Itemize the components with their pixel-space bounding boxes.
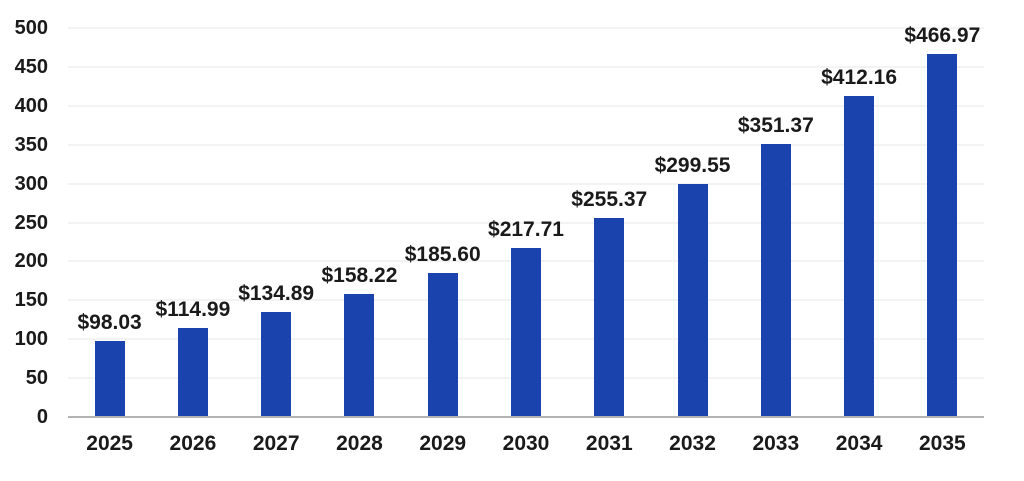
bar-slot: $217.71 <box>484 28 567 417</box>
bar-slot: $114.99 <box>151 28 234 417</box>
bar-value-label: $98.03 <box>77 310 142 334</box>
x-axis-tick-label: 2026 <box>169 432 217 455</box>
gridline <box>68 143 984 146</box>
bar-value-label: $134.89 <box>238 282 315 306</box>
y-axis-tick-label: 400 <box>14 94 48 117</box>
x-axis-tick-label: 2034 <box>835 432 883 455</box>
gridline <box>68 27 984 29</box>
bar-2035 <box>927 53 958 417</box>
gridline <box>68 182 984 185</box>
bar-slot: $158.22 <box>318 28 401 417</box>
plot-area: $98.03 $114.99 $134.89 $158.22 $185.60 $217.7… <box>68 23 984 417</box>
bar-value-label: $114.99 <box>155 297 231 321</box>
bar-value-label: $255.37 <box>571 188 648 212</box>
bar-slot: $185.60 <box>401 28 484 417</box>
bar-2025 <box>94 340 125 417</box>
bar-2028 <box>344 293 375 417</box>
y-axis-tick-label: 500 <box>14 17 48 39</box>
y-axis-tick-label: 100 <box>14 328 48 351</box>
bar-2027 <box>261 312 292 417</box>
y-axis-tick-label: 250 <box>14 211 48 234</box>
x-axis-tick-label: 2032 <box>669 432 716 455</box>
bar-value-label: $299.55 <box>654 153 731 177</box>
gridline <box>68 104 984 107</box>
bar-value-label: $158.22 <box>321 263 398 287</box>
bar-slot: $255.37 <box>568 28 651 417</box>
y-axis-tick-label: 150 <box>14 289 48 312</box>
x-axis-tick-label: 2033 <box>752 432 800 455</box>
bar-slot: $466.97 <box>901 23 984 417</box>
gridline <box>68 65 984 68</box>
y-axis-tick-label: 0 <box>36 406 48 428</box>
bar-2033 <box>760 143 791 417</box>
bar-value-label: $217.71 <box>488 217 564 241</box>
bar-2031 <box>594 218 625 417</box>
bar-2029 <box>427 272 458 417</box>
y-axis-tick-label: 350 <box>14 133 48 156</box>
bar-2032 <box>677 183 708 417</box>
y-axis-tick-label: 50 <box>25 367 48 390</box>
bar-2026 <box>177 327 208 417</box>
y-axis-tick-label: 450 <box>14 55 48 78</box>
x-axis-tick-label: 2025 <box>86 432 133 455</box>
bar-slot: $299.55 <box>651 28 734 417</box>
y-axis-tick-label: 300 <box>14 172 48 195</box>
bar-value-label: $412.16 <box>821 66 898 90</box>
x-axis-tick-label: 2028 <box>336 432 383 455</box>
x-axis-tick-label: 2029 <box>419 432 467 455</box>
bar-slot: $412.16 <box>817 28 900 417</box>
x-axis-tick-label: 2030 <box>502 432 550 455</box>
x-axis-line <box>68 416 984 418</box>
bar-value-label: $351.37 <box>737 113 814 137</box>
x-axis-tick-label: 2035 <box>919 432 966 455</box>
bar-slot: $134.89 <box>235 28 318 417</box>
bar-slot: $98.03 <box>68 28 151 417</box>
x-axis-tick-label: 2031 <box>585 432 633 455</box>
bar-value-label: $185.60 <box>404 242 481 266</box>
x-axis-tick-label: 2027 <box>252 432 300 455</box>
bar-slot: $351.37 <box>734 28 817 417</box>
bar-2030 <box>510 247 541 417</box>
bar-value-label: $466.97 <box>904 23 981 47</box>
bar-2034 <box>844 96 875 417</box>
gridline <box>68 221 984 224</box>
y-axis-tick-label: 200 <box>14 250 48 273</box>
